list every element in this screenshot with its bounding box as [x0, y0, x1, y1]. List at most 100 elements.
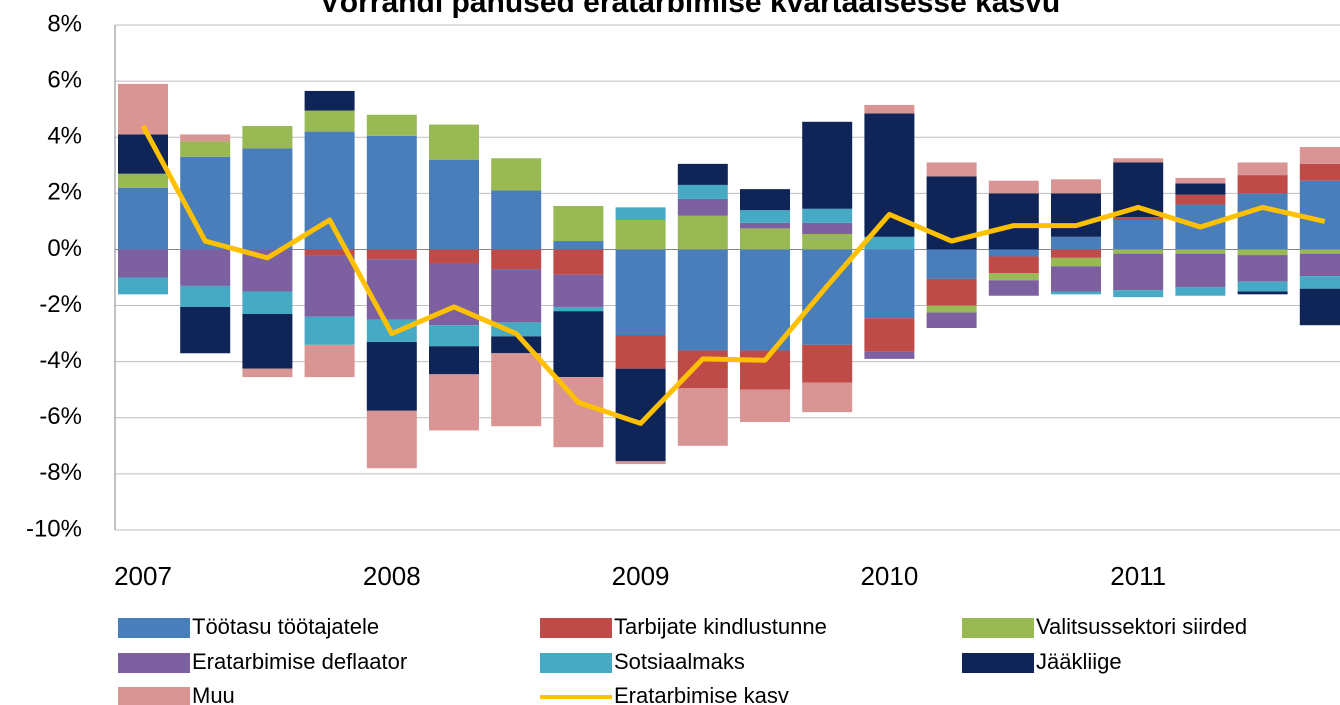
y-tick-label: 6% [47, 66, 82, 93]
bar-segment [1175, 177, 1226, 184]
bar-segment [1237, 175, 1288, 194]
y-tick-label: 0% [47, 235, 82, 262]
bar-segment [864, 351, 915, 359]
bar-segment [1175, 183, 1226, 195]
bar-segment [1051, 291, 1101, 295]
bar-segment [491, 249, 542, 270]
bar-segment [429, 374, 479, 431]
bar-segment [988, 273, 1039, 281]
y-tick-label: 4% [47, 123, 82, 150]
bar-segment [1237, 255, 1288, 282]
bar-segment [988, 280, 1039, 296]
bar-segment [802, 344, 853, 383]
bar-segment [491, 158, 542, 191]
bar-segment [677, 163, 728, 185]
bar-segment [802, 222, 853, 235]
y-tick-label: -2% [39, 291, 82, 318]
bar-segment [677, 249, 728, 351]
x-tick-label: 2008 [363, 561, 421, 591]
bar-segment [242, 291, 293, 314]
x-tick-label: 2009 [612, 561, 670, 591]
bar-segment [180, 156, 231, 250]
legend-label: Valitsussektori siirded [1036, 614, 1247, 639]
bar-segment [926, 249, 977, 279]
bar-segment [1175, 287, 1226, 296]
bar-segment [740, 389, 790, 422]
line-series [140, 124, 1326, 426]
bar-segment [864, 104, 915, 114]
legend-swatch [540, 618, 612, 638]
bar-segment [740, 249, 790, 351]
bar-segment [553, 377, 604, 448]
bar-segment [304, 90, 355, 111]
bar-segment [1113, 249, 1164, 254]
bar-segment [553, 205, 604, 242]
bar-segment [864, 318, 915, 352]
bar-segment [802, 208, 853, 223]
y-tick-label: -10% [26, 515, 82, 542]
legend-label: Sotsiaalmaks [614, 649, 745, 674]
legend-swatch [118, 653, 190, 673]
bar-segment [180, 141, 231, 157]
bar-segment [1113, 217, 1164, 220]
legend-label: Jääkliige [1036, 649, 1122, 674]
bar-segment [802, 234, 853, 250]
bar-segment [677, 184, 728, 199]
bar-segment [1299, 288, 1340, 326]
bar-segment [366, 410, 417, 469]
bar-segment [429, 346, 479, 375]
bar-segment [740, 210, 790, 223]
y-tick-label: -8% [39, 459, 82, 486]
bar-segment [1299, 163, 1340, 181]
bar-segment [491, 190, 542, 250]
bar-segment [429, 124, 479, 160]
bar-segment [1175, 194, 1226, 205]
bar-segment [491, 353, 542, 427]
bar-segment [864, 113, 915, 237]
bar-segment [180, 249, 231, 286]
bar-segment [180, 134, 231, 142]
bar-segment [1113, 219, 1164, 250]
bar-segment [1299, 249, 1340, 254]
bar-segment [1051, 257, 1101, 267]
bar-segment [304, 110, 355, 132]
x-tick-label: 2010 [860, 561, 918, 591]
bar-segment [740, 350, 790, 390]
legend-label: Tarbijate kindlustunne [614, 614, 827, 639]
bar-segment [988, 193, 1039, 250]
bar-segment [926, 162, 977, 177]
chart-title: Võrrandi panused eratarbimise kvartaalse… [320, 0, 1060, 19]
x-tick-label: 2011 [1110, 561, 1166, 591]
bar-segment [1051, 266, 1101, 292]
bar-segment [615, 207, 666, 220]
bar-segment [429, 249, 479, 264]
bar-segment [366, 114, 417, 136]
bar-segment [740, 189, 790, 211]
bar-segment [242, 368, 293, 378]
bar-segment [553, 306, 604, 312]
y-tick-label: -4% [39, 347, 82, 374]
bar-segment [1237, 249, 1288, 256]
bar-segment [1299, 276, 1340, 289]
bar-segment [802, 121, 853, 209]
bar-segment [118, 277, 168, 295]
legend-label: Töötasu töötajatele [192, 614, 379, 639]
bar-segment [1237, 281, 1288, 292]
bar-segment [242, 148, 293, 250]
legend-swatch [540, 653, 612, 673]
bar-segment [118, 173, 168, 188]
bar-segment [118, 83, 168, 135]
bar-segment [988, 256, 1039, 274]
bar-segment [988, 180, 1039, 194]
bar-segment [926, 312, 977, 328]
bar-segment [1299, 253, 1340, 277]
bar-segment [1299, 147, 1340, 164]
bar-segment [118, 249, 168, 278]
bar-segment [366, 135, 417, 250]
bar-segment [864, 236, 915, 250]
bar-segment [1175, 253, 1226, 288]
bar-segment [615, 368, 666, 462]
bar-segment [677, 350, 728, 389]
